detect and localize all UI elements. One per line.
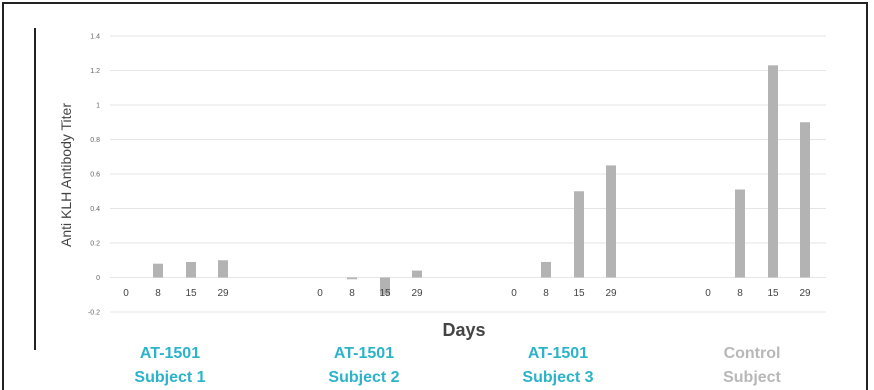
x-axis-label: Days — [442, 320, 485, 340]
y-tick-label: 1.2 — [90, 68, 100, 75]
bar — [153, 263, 163, 278]
group-label-line2: Subject 1 — [134, 369, 205, 386]
x-tick-label: 0 — [123, 288, 129, 299]
x-tick-label: 15 — [379, 288, 391, 299]
bar — [768, 65, 778, 278]
y-tick-label: 0.8 — [90, 137, 100, 144]
group-label-line1: Control — [724, 345, 781, 362]
bar — [541, 261, 551, 278]
bar — [412, 270, 422, 278]
bar — [347, 277, 357, 280]
bar — [735, 189, 745, 278]
group-label-line2: Subject 2 — [328, 369, 399, 386]
x-tick-label: 0 — [511, 288, 517, 299]
x-tick-label: 8 — [543, 288, 549, 299]
bar — [574, 191, 584, 278]
y-tick-label: 0 — [96, 275, 100, 282]
bars — [153, 65, 810, 295]
x-tick-label: 15 — [573, 288, 585, 299]
bar — [606, 165, 616, 278]
x-tick-label: 15 — [767, 288, 779, 299]
group-labels: AT-1501 Subject 1 AT-1501 Subject 2 AT-1501 S… — [134, 345, 781, 386]
bar — [800, 122, 810, 278]
grid-layer — [110, 35, 826, 313]
x-tick-label: 29 — [799, 288, 811, 299]
y-axis-label: Anti KLH Antibody Titer — [58, 103, 74, 247]
group-label-line1: AT-1501 — [140, 345, 200, 362]
x-tick-label: 29 — [605, 288, 617, 299]
x-tick-label: 0 — [705, 288, 711, 299]
x-tick-label: 29 — [217, 288, 229, 299]
group-label-line1: AT-1501 — [528, 345, 588, 362]
y-tick-label: 0.4 — [90, 206, 100, 213]
x-tick-label: 8 — [737, 288, 743, 299]
bar — [380, 277, 390, 295]
y-tick-label: 0.6 — [90, 172, 100, 179]
group-label-line1: AT-1501 — [334, 345, 394, 362]
y-tick-label: -0.2 — [88, 310, 100, 317]
bar — [186, 261, 196, 278]
group-label-line2: Subject 3 — [522, 369, 593, 386]
x-tick-label: 29 — [411, 288, 423, 299]
y-tick-label: 1 — [96, 103, 100, 110]
x-tick-label: 8 — [349, 288, 355, 299]
y-tick-label: 0.2 — [90, 241, 100, 248]
y-tick-labels: -0.2 0 0.2 0.4 0.6 0.8 1 1.2 1.4 — [88, 34, 100, 317]
x-tick-label: 0 — [317, 288, 323, 299]
bar — [218, 260, 228, 278]
x-tick-label: 15 — [185, 288, 197, 299]
group-label-line2: Subject — [723, 369, 781, 386]
x-tick-label: 8 — [155, 288, 161, 299]
y-tick-label: 1.4 — [90, 34, 100, 41]
x-tick-labels: 0 8 15 29 0 8 15 29 0 8 15 29 0 8 15 29 — [123, 288, 811, 299]
